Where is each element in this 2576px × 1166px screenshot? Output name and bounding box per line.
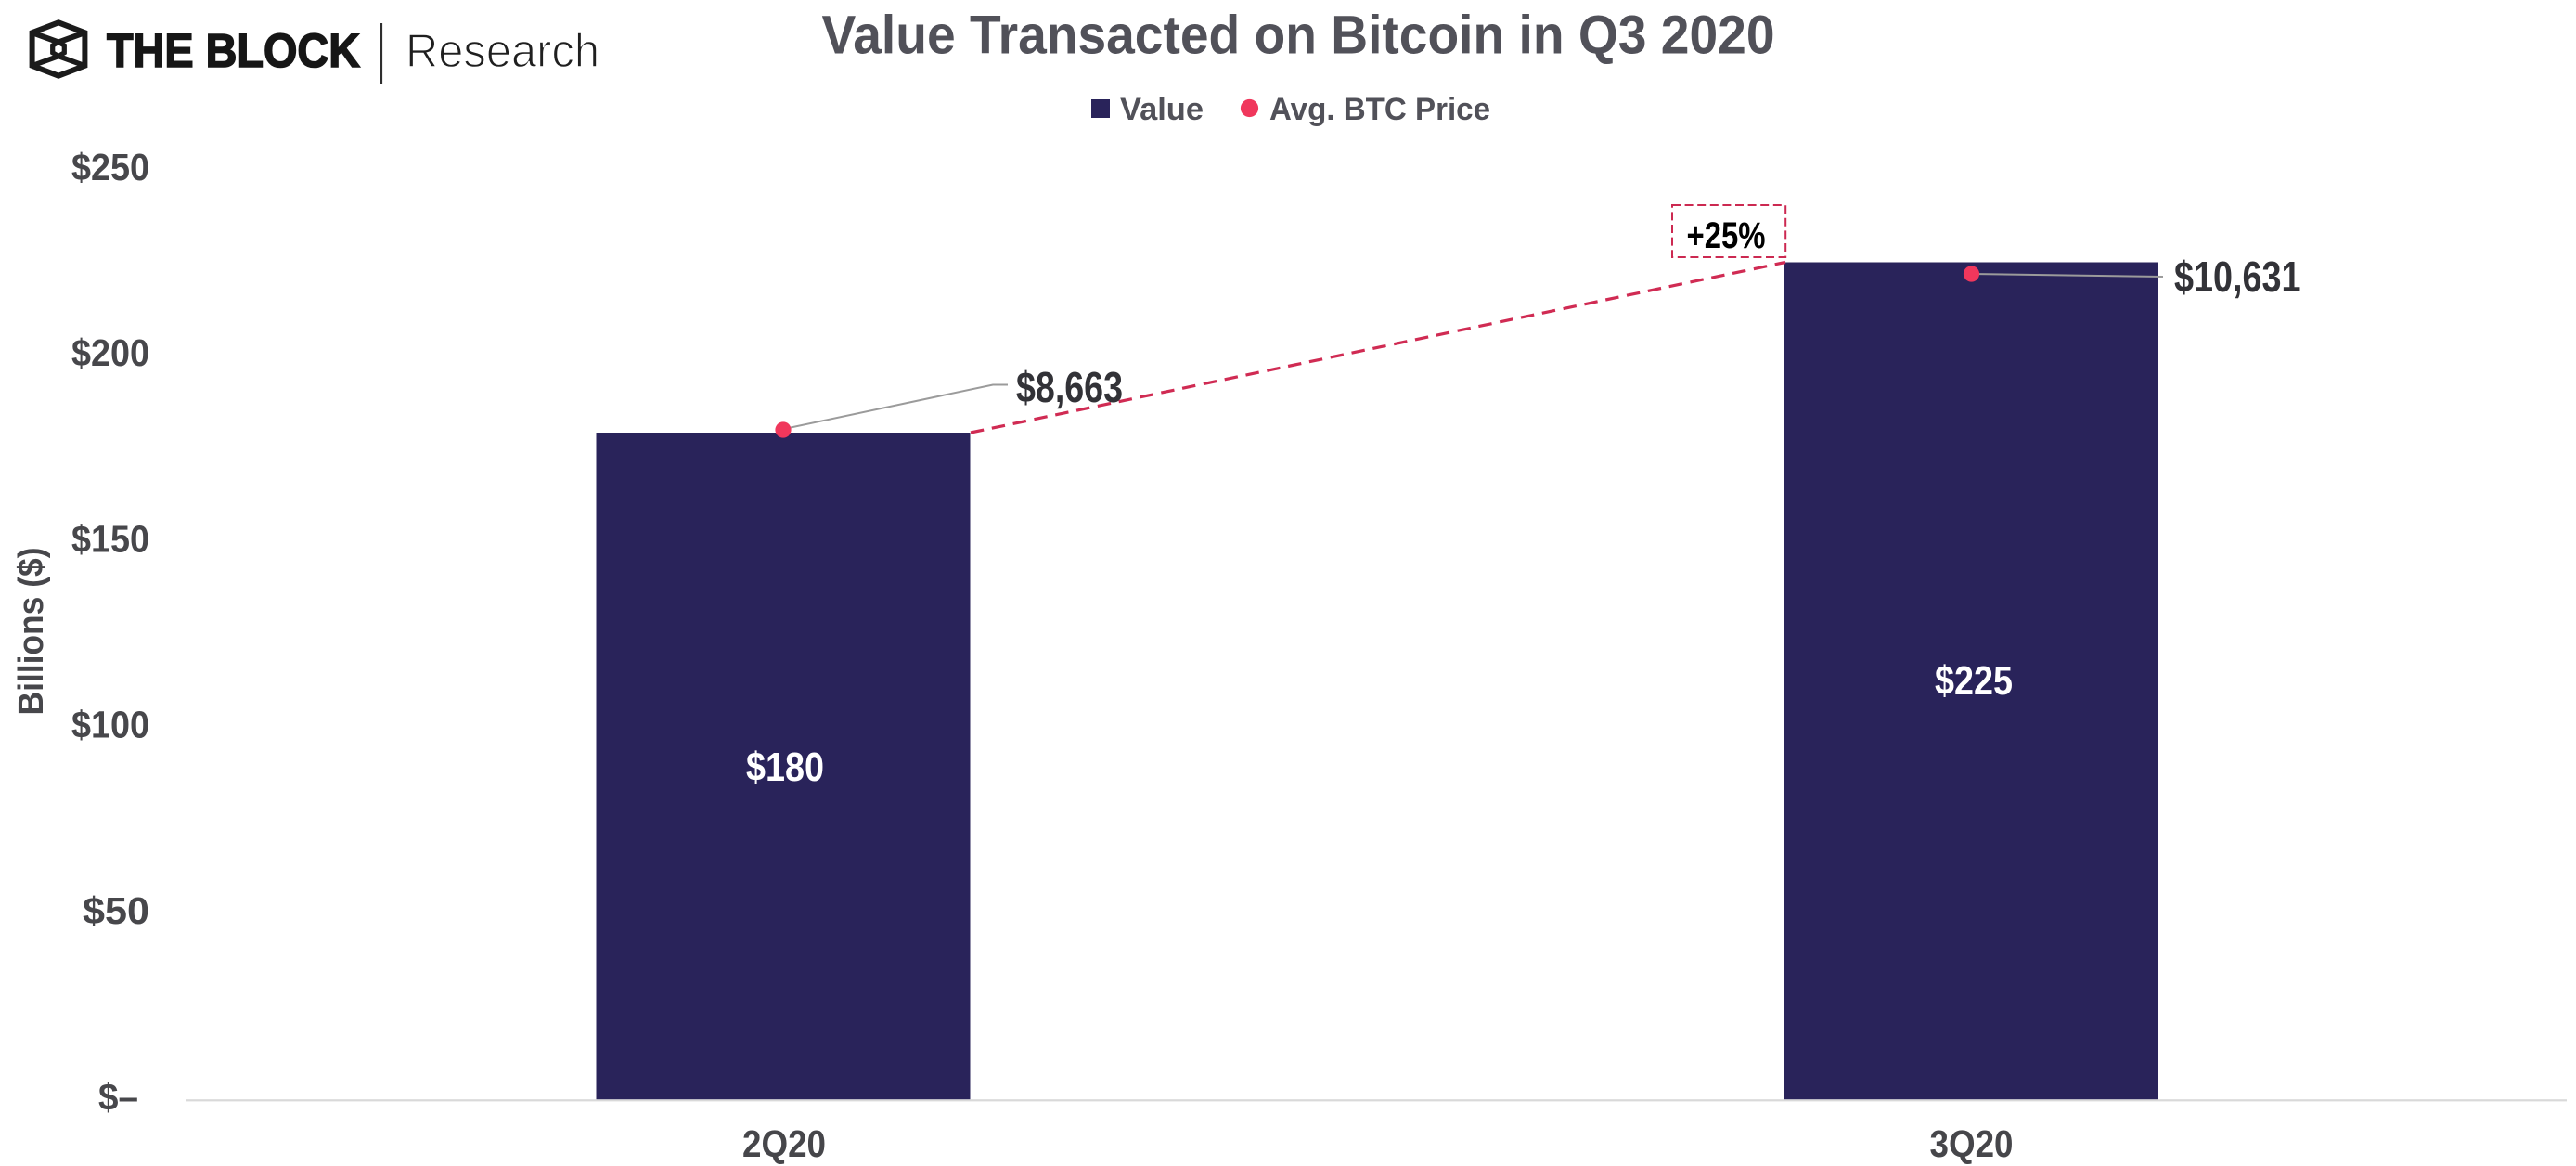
svg-text:$50: $50 <box>83 889 149 932</box>
svg-text:$100: $100 <box>71 704 149 746</box>
svg-text:$180: $180 <box>746 745 824 790</box>
svg-text:THE BLOCK: THE BLOCK <box>107 24 360 77</box>
svg-text:3Q20: 3Q20 <box>1930 1122 2014 1165</box>
svg-text:2Q20: 2Q20 <box>742 1122 826 1165</box>
svg-text:$200: $200 <box>71 331 149 374</box>
svg-text:Value: Value <box>1120 92 1204 127</box>
svg-text:Avg. BTC Price: Avg. BTC Price <box>1269 92 1490 127</box>
svg-text:$150: $150 <box>71 518 149 561</box>
svg-text:$–: $– <box>98 1076 138 1119</box>
svg-text:$250: $250 <box>71 146 149 188</box>
svg-text:$225: $225 <box>1935 658 2013 704</box>
svg-text:Research: Research <box>406 24 599 77</box>
svg-text:Billions ($): Billions ($) <box>12 548 51 716</box>
svg-text:Value Transacted on Bitcoin in: Value Transacted on Bitcoin in Q3 2020 <box>822 6 1775 66</box>
svg-text:$10,631: $10,631 <box>2174 253 2301 301</box>
svg-text:+25%: +25% <box>1687 215 1766 256</box>
svg-text:$8,663: $8,663 <box>1016 363 1123 411</box>
